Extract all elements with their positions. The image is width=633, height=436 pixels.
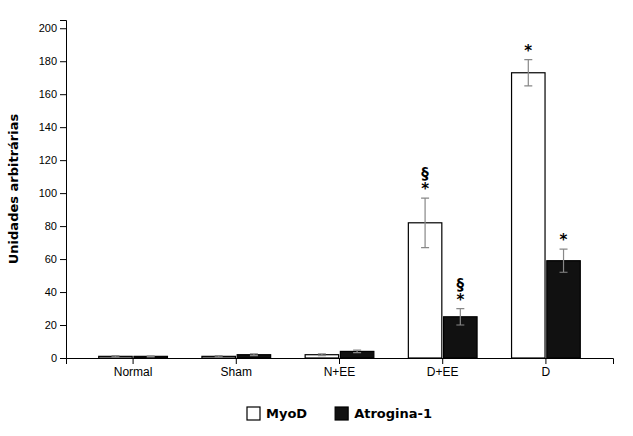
annotations: *§*§**: [421, 42, 567, 309]
x-axis: Normal Sham N+EE D+EE D: [67, 358, 614, 379]
legend-swatch: [247, 407, 260, 420]
error-bar: [353, 350, 361, 353]
error-bar: [250, 354, 258, 356]
legend-label: MyoD: [266, 406, 307, 421]
error-line: [560, 249, 568, 272]
tick-label: 140: [39, 121, 57, 133]
tick: 80: [45, 220, 66, 232]
tick: 120: [39, 154, 66, 166]
tick-mark: [60, 193, 66, 194]
legend-item: Atrogina-1: [335, 406, 432, 421]
error-line: [524, 60, 532, 86]
axis-line: [67, 359, 614, 365]
tick-label: 0: [51, 352, 57, 364]
error-line: [318, 354, 326, 356]
error-bar: [318, 354, 326, 356]
tick-label: 200: [39, 22, 57, 34]
bar: [305, 355, 338, 358]
tick-label: N+EE: [324, 365, 356, 379]
tick-mark: [60, 61, 66, 62]
tick-mark: [60, 292, 66, 293]
tick-label: 40: [45, 286, 57, 298]
tick-label: Normal: [114, 365, 153, 379]
legend-label: Atrogina-1: [354, 406, 432, 421]
tick: N+EE: [324, 358, 356, 379]
tick-label: 160: [39, 88, 57, 100]
tick-mark: [60, 28, 66, 29]
tick-label: 20: [45, 319, 57, 331]
tick: 200: [39, 22, 66, 34]
tick-label: 80: [45, 220, 57, 232]
tick: Normal: [114, 358, 153, 379]
bar: [237, 355, 270, 358]
tick-mark: [60, 259, 66, 260]
error-line: [421, 198, 429, 247]
tick: D: [542, 358, 551, 379]
error-line: [215, 356, 223, 358]
tick: 20: [45, 319, 66, 331]
tick-mark: [133, 358, 134, 364]
legend: MyoD Atrogina-1: [247, 406, 432, 421]
series: [134, 249, 580, 358]
error-bar: [111, 356, 119, 358]
tick: 40: [45, 286, 66, 298]
tick-mark: [442, 358, 443, 364]
tick-label: 180: [39, 55, 57, 67]
tick-mark: [339, 358, 340, 364]
legend-swatch: [335, 407, 348, 420]
plot: 0 20 40 60 80 100 120 140 160 180 200 Normal Sham N+E…: [39, 21, 614, 379]
tick-label: D: [542, 365, 551, 379]
error-line: [456, 309, 464, 325]
error-bar: [215, 356, 223, 358]
axis-line: [60, 21, 67, 359]
bar: [512, 73, 545, 358]
bar: [202, 356, 235, 358]
tick-mark: [60, 127, 66, 128]
tick: 140: [39, 121, 66, 133]
series: [99, 60, 545, 358]
y-axis: 0 20 40 60 80 100 120 140 160 180 200: [39, 21, 67, 365]
annotation: *: [560, 231, 568, 249]
annotation: §: [457, 276, 465, 294]
bars: [99, 60, 581, 358]
tick-mark: [545, 358, 546, 364]
tick-label: Sham: [221, 365, 252, 379]
tick: 160: [39, 88, 66, 100]
annotation: §: [421, 165, 429, 183]
tick-label: D+EE: [427, 365, 459, 379]
tick: D+EE: [427, 358, 459, 379]
error-line: [111, 356, 119, 358]
tick-label: 120: [39, 154, 57, 166]
error-line: [353, 350, 361, 353]
tick-label: 100: [39, 187, 57, 199]
tick-mark: [236, 358, 237, 364]
annotation: *: [524, 42, 532, 60]
tick-mark: [60, 358, 66, 359]
tick: 0: [51, 352, 66, 364]
tick-label: 60: [45, 253, 57, 265]
error-bar: [147, 355, 155, 357]
tick: Sham: [221, 358, 252, 379]
error-bar: [456, 309, 464, 325]
chart: 0 20 40 60 80 100 120 140 160 180 200 Normal Sham N+E…: [0, 0, 633, 436]
tick-mark: [60, 325, 66, 326]
tick-mark: [60, 160, 66, 161]
error-bar: [560, 249, 568, 272]
tick-mark: [60, 226, 66, 227]
tick-mark: [60, 94, 66, 95]
bar: [547, 261, 580, 358]
error-line: [250, 354, 258, 356]
tick: 180: [39, 55, 66, 67]
bar: [134, 356, 167, 358]
bar: [99, 356, 132, 358]
tick: 60: [45, 253, 66, 265]
error-bar: [421, 198, 429, 247]
y-axis-title: Unidades arbitrárias: [6, 114, 21, 265]
error-line: [147, 355, 155, 357]
legend-item: MyoD: [247, 406, 307, 421]
error-bar: [524, 60, 532, 86]
tick: 100: [39, 187, 66, 199]
